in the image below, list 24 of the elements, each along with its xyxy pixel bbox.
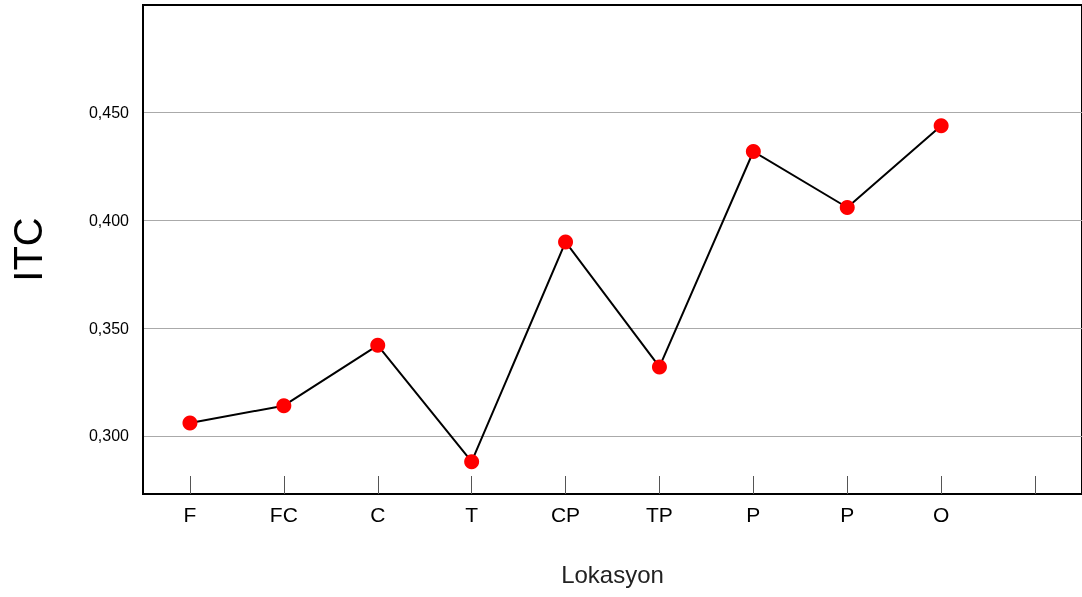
x-tick-label: CP: [550, 503, 581, 526]
x-tick-label: P: [840, 503, 855, 526]
point: [276, 398, 292, 414]
y-tick-label: 0,450: [88, 104, 130, 122]
x-tick-label: F: [183, 503, 197, 526]
point: [464, 454, 480, 470]
x-tick-label: FC: [269, 503, 298, 526]
point: [839, 200, 855, 215]
y-tick-label: 0,300: [88, 427, 130, 445]
x-tick-label: C: [370, 503, 386, 526]
x-tick-label: T: [465, 503, 479, 526]
y-axis-title: ITC: [6, 217, 50, 282]
x-tick-label: O: [932, 503, 950, 526]
point: [745, 143, 761, 159]
point: [182, 415, 198, 431]
x-tick-label: P: [746, 503, 761, 526]
point: [370, 337, 386, 353]
x-axis-title: Lokasyon: [561, 560, 664, 588]
point: [651, 359, 667, 375]
y-tick-label: 0,400: [88, 211, 130, 229]
point: [933, 118, 949, 134]
y-tick-label: 0,350: [88, 319, 130, 337]
point: [558, 234, 574, 250]
x-tick-label: TP: [646, 503, 673, 526]
